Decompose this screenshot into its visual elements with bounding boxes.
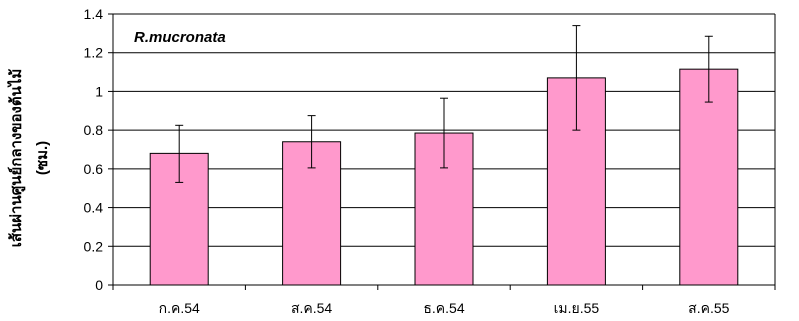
y-tick-label: 0.2 bbox=[84, 238, 104, 254]
y-tick-label: 1.2 bbox=[84, 45, 104, 61]
x-tick-label: ส.ค.54 bbox=[291, 300, 332, 316]
x-tick-label: ก.ค.54 bbox=[159, 300, 200, 316]
y-tick-labels: 0 0.2 0.4 0.6 0.8 1 1.2 1.4 bbox=[84, 6, 104, 293]
y-tick-label: 0.6 bbox=[84, 161, 104, 177]
x-tick-label: ส.ค.55 bbox=[688, 300, 729, 316]
x-tick-label: เม.ย.55 bbox=[554, 300, 600, 316]
y-axis-label: เส้นผ่านศูนย์กลางของต้นไม้ bbox=[6, 69, 26, 248]
y-tick-label: 0.8 bbox=[84, 122, 104, 138]
y-tick-label: 1.4 bbox=[84, 6, 104, 22]
y-axis-title: เส้นผ่านศูนย์กลางของต้นไม้ (ซม.) bbox=[6, 69, 51, 248]
y-tick-label: 0.4 bbox=[84, 200, 104, 216]
y-tick-label: 1 bbox=[95, 83, 103, 99]
y-axis-unit: (ซม.) bbox=[34, 141, 51, 175]
error-bars bbox=[175, 25, 713, 183]
chart-title: R.mucronata bbox=[134, 29, 226, 46]
bars bbox=[149, 68, 739, 286]
x-tick-label: ธ.ค.54 bbox=[423, 300, 464, 316]
y-tick-label: 0 bbox=[95, 277, 103, 293]
x-tick-labels: ก.ค.54 ส.ค.54 ธ.ค.54 เม.ย.55 ส.ค.55 bbox=[159, 300, 730, 316]
axes bbox=[112, 14, 776, 290]
